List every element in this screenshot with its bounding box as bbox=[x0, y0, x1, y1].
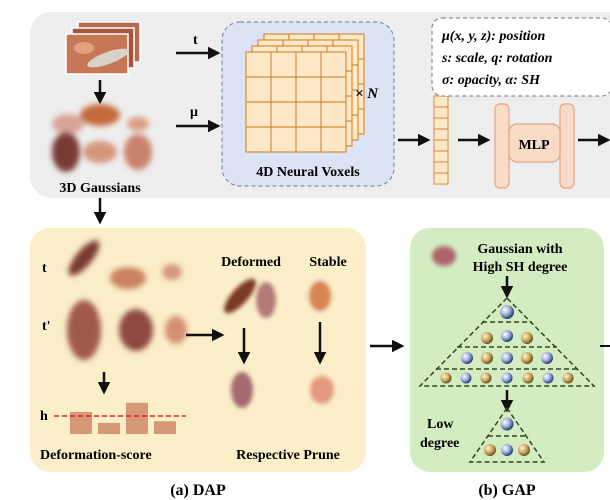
low-degree-sh-lobes bbox=[484, 417, 530, 456]
gaussians-label: 3D Gaussians bbox=[59, 181, 141, 196]
sh-lobe bbox=[440, 372, 452, 384]
mlp-block: MLP bbox=[494, 103, 575, 189]
voxel-layer bbox=[245, 51, 347, 153]
score-bar bbox=[70, 412, 92, 434]
high-degree-pyramid bbox=[418, 296, 596, 387]
sh-lobe bbox=[481, 352, 493, 364]
voxel-grid-stack bbox=[245, 33, 365, 153]
feature-cell bbox=[433, 95, 449, 108]
sh-lobe bbox=[501, 372, 513, 384]
sh-lobe bbox=[461, 352, 473, 364]
mlp-label: MLP bbox=[518, 138, 550, 153]
sh-lobe bbox=[500, 417, 514, 431]
input-mu-label: μ bbox=[190, 105, 198, 120]
stable-label: Stable bbox=[309, 255, 346, 270]
feature-cell bbox=[433, 128, 449, 141]
gap-panel bbox=[410, 228, 604, 472]
sh-lobe bbox=[481, 332, 493, 344]
low-degree-pyramid bbox=[468, 406, 546, 463]
sh-lobe bbox=[542, 372, 554, 384]
attribute-opacity-sh: σ: opacity, α: SH bbox=[442, 73, 541, 88]
feature-vector bbox=[433, 95, 449, 185]
stable-gaussians bbox=[309, 281, 331, 311]
low-degree-line2: degree bbox=[420, 436, 459, 451]
score-bar bbox=[154, 421, 176, 434]
score-bar bbox=[98, 422, 120, 434]
feature-cell bbox=[433, 117, 449, 130]
gap-title-line2: High SH degree bbox=[473, 260, 568, 275]
dap-panel bbox=[30, 228, 366, 472]
pruned-gaussians bbox=[231, 372, 334, 408]
sh-lobe bbox=[484, 444, 496, 456]
times-n-label: × N bbox=[355, 86, 379, 102]
gap-high-sh-gaussian bbox=[432, 246, 456, 266]
deformation-score-chart bbox=[54, 402, 186, 434]
dap-row-t-label: t bbox=[42, 261, 47, 276]
respective-prune-label: Respective Prune bbox=[236, 448, 340, 463]
score-bar bbox=[126, 402, 148, 434]
sh-lobe bbox=[501, 330, 513, 342]
sh-lobe bbox=[460, 372, 472, 384]
gaussians-cluster bbox=[52, 104, 152, 172]
input-t-label: t bbox=[193, 33, 198, 48]
sh-lobe bbox=[522, 372, 534, 384]
feature-cell bbox=[433, 172, 449, 185]
sh-lobe bbox=[521, 352, 533, 364]
threshold-label: h bbox=[40, 409, 48, 424]
sh-lobe bbox=[521, 332, 533, 344]
feature-cell bbox=[433, 106, 449, 119]
deformed-label: Deformed bbox=[221, 255, 281, 270]
high-degree-sh-lobes bbox=[440, 305, 574, 384]
gap-caption: (b) GAP bbox=[478, 482, 536, 499]
dap-gaussians-t bbox=[68, 240, 182, 289]
attribute-box bbox=[431, 17, 610, 97]
input-image-stack bbox=[65, 21, 141, 75]
feature-cell bbox=[433, 139, 449, 152]
gap-title-line1: Gaussian with bbox=[477, 242, 562, 257]
dap-caption: (a) DAP bbox=[170, 482, 226, 499]
feature-cell bbox=[433, 150, 449, 163]
deformed-gaussians bbox=[224, 278, 276, 318]
sh-lobe bbox=[518, 444, 530, 456]
dap-row-t-prime-label: t' bbox=[42, 319, 51, 334]
voxels-label: 4D Neural Voxels bbox=[256, 165, 360, 180]
dap-gaussians-t-prime bbox=[67, 300, 187, 360]
sh-lobe bbox=[501, 352, 513, 364]
sh-lobe bbox=[541, 352, 553, 364]
sh-lobe bbox=[501, 444, 513, 456]
sh-lobe bbox=[480, 372, 492, 384]
sh-lobe bbox=[500, 305, 514, 319]
feature-cell bbox=[433, 161, 449, 174]
deformation-score-label: Deformation-score bbox=[40, 448, 152, 463]
attribute-scale-rotation: s: scale, q: rotation bbox=[441, 51, 553, 66]
low-degree-line1: Low bbox=[427, 417, 454, 432]
attribute-position: μ(x, y, z): position bbox=[441, 29, 546, 44]
sh-lobe bbox=[562, 372, 574, 384]
